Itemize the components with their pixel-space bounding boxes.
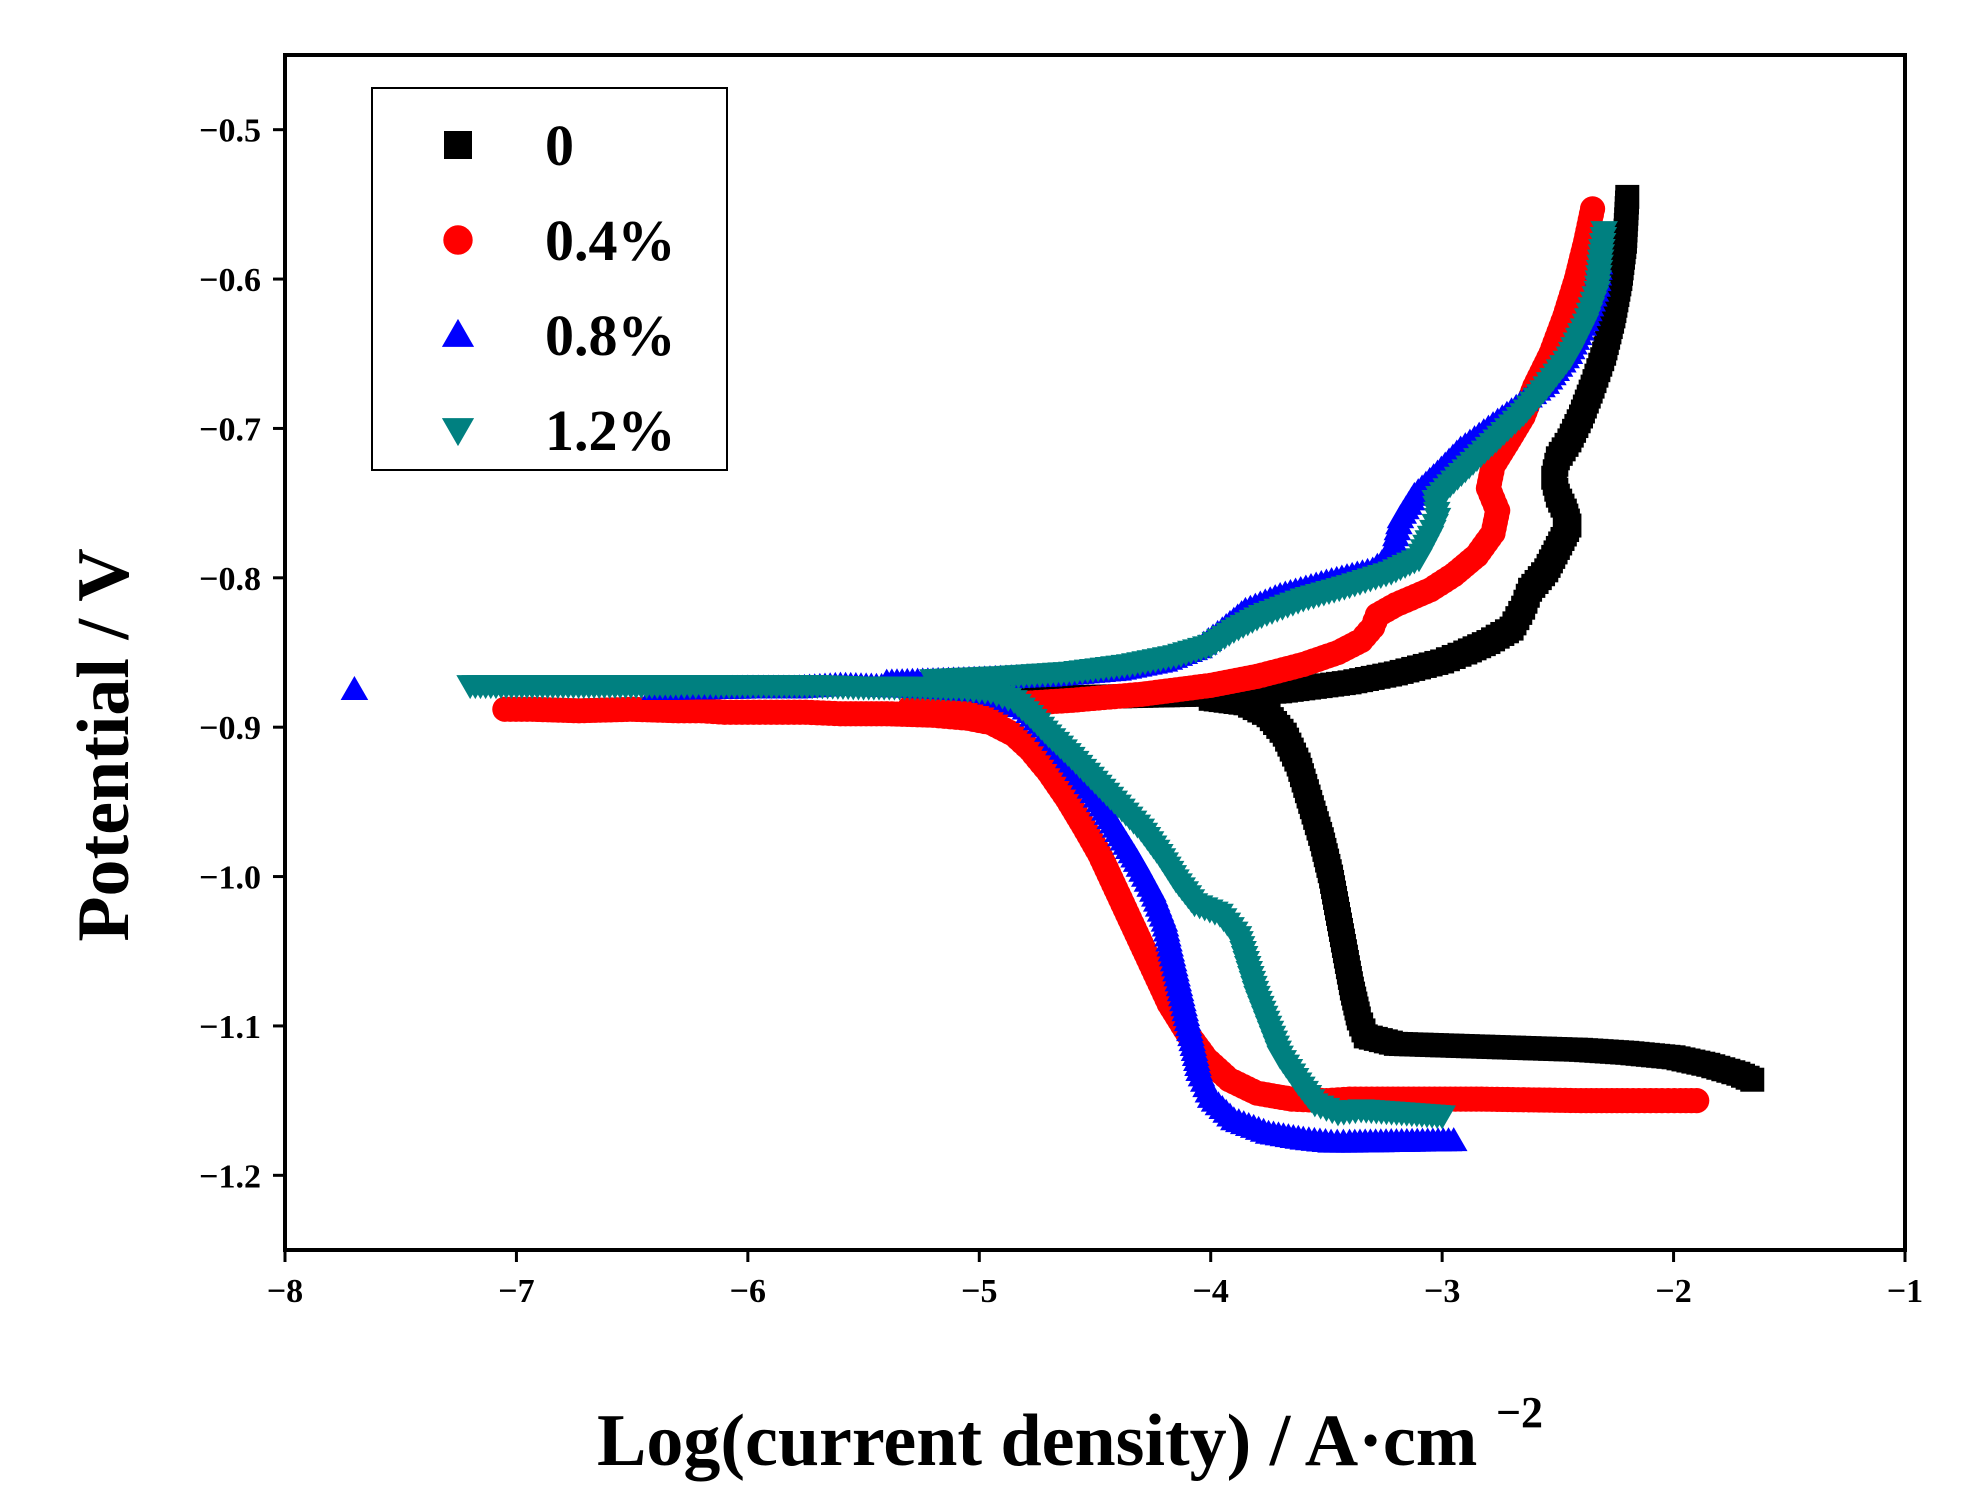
series-1.2%: [456, 221, 1618, 1130]
x-tick-label: −3: [1424, 1273, 1460, 1310]
legend: 0 0.4% 0.8% 1.2%: [371, 87, 728, 471]
legend-marker: [444, 131, 472, 159]
y-tick-label: −1.1: [199, 1009, 261, 1046]
x-tick-label: −1: [1887, 1273, 1923, 1310]
y-tick-label: −0.7: [199, 411, 261, 448]
series-layer: [340, 184, 1765, 1153]
legend-label: 1.2%: [545, 398, 676, 463]
legend-marker: [441, 418, 475, 447]
plot-frame: [283, 53, 1907, 1252]
data-point: [1579, 196, 1606, 222]
legend-marker: [441, 318, 475, 347]
data-point: [1590, 221, 1618, 246]
data-point: [1439, 1127, 1468, 1152]
x-tick-label: −8: [267, 1273, 303, 1310]
legend-label: 0: [545, 113, 574, 178]
y-axis-title: Potential / V: [63, 548, 145, 941]
x-tick-label: −5: [961, 1273, 997, 1310]
data-point: [1615, 184, 1640, 209]
y-tick-label: −1.2: [199, 1158, 261, 1195]
y-tick-label: −0.8: [199, 561, 261, 598]
x-axis-title: Log(current density) / A·cm −2: [597, 1388, 1543, 1482]
legend-entries: 0 0.4% 0.8% 1.2%: [441, 113, 676, 463]
legend-marker: [443, 225, 473, 255]
x-axis-title-exponent: −2: [1496, 1388, 1543, 1437]
data-point: [1684, 1088, 1710, 1114]
y-tick-label: −0.6: [199, 262, 261, 299]
data-point: [1428, 1105, 1456, 1130]
x-tick-label: −7: [498, 1273, 534, 1310]
x-tick-label: −4: [1193, 1273, 1229, 1310]
legend-box: [371, 87, 728, 471]
y-tick-label: −0.5: [199, 113, 261, 150]
x-tick-label: −2: [1655, 1273, 1691, 1310]
legend-label: 0.4%: [545, 208, 676, 273]
data-point: [340, 676, 369, 701]
y-tick-label: −1.0: [199, 860, 261, 897]
tick-layer: −8 −7 −6 −5 −4 −3 −2 −1 −0.5 −0.6 −0.7 −0.8 −0.9 −1.0…: [199, 113, 1923, 1310]
y-tick-label: −0.9: [199, 710, 261, 747]
data-point: [1740, 1067, 1765, 1092]
legend-label: 0.8%: [545, 303, 676, 368]
x-tick-label: −6: [730, 1273, 766, 1310]
x-axis-title-main: Log(current density) / A·cm: [597, 1400, 1477, 1482]
